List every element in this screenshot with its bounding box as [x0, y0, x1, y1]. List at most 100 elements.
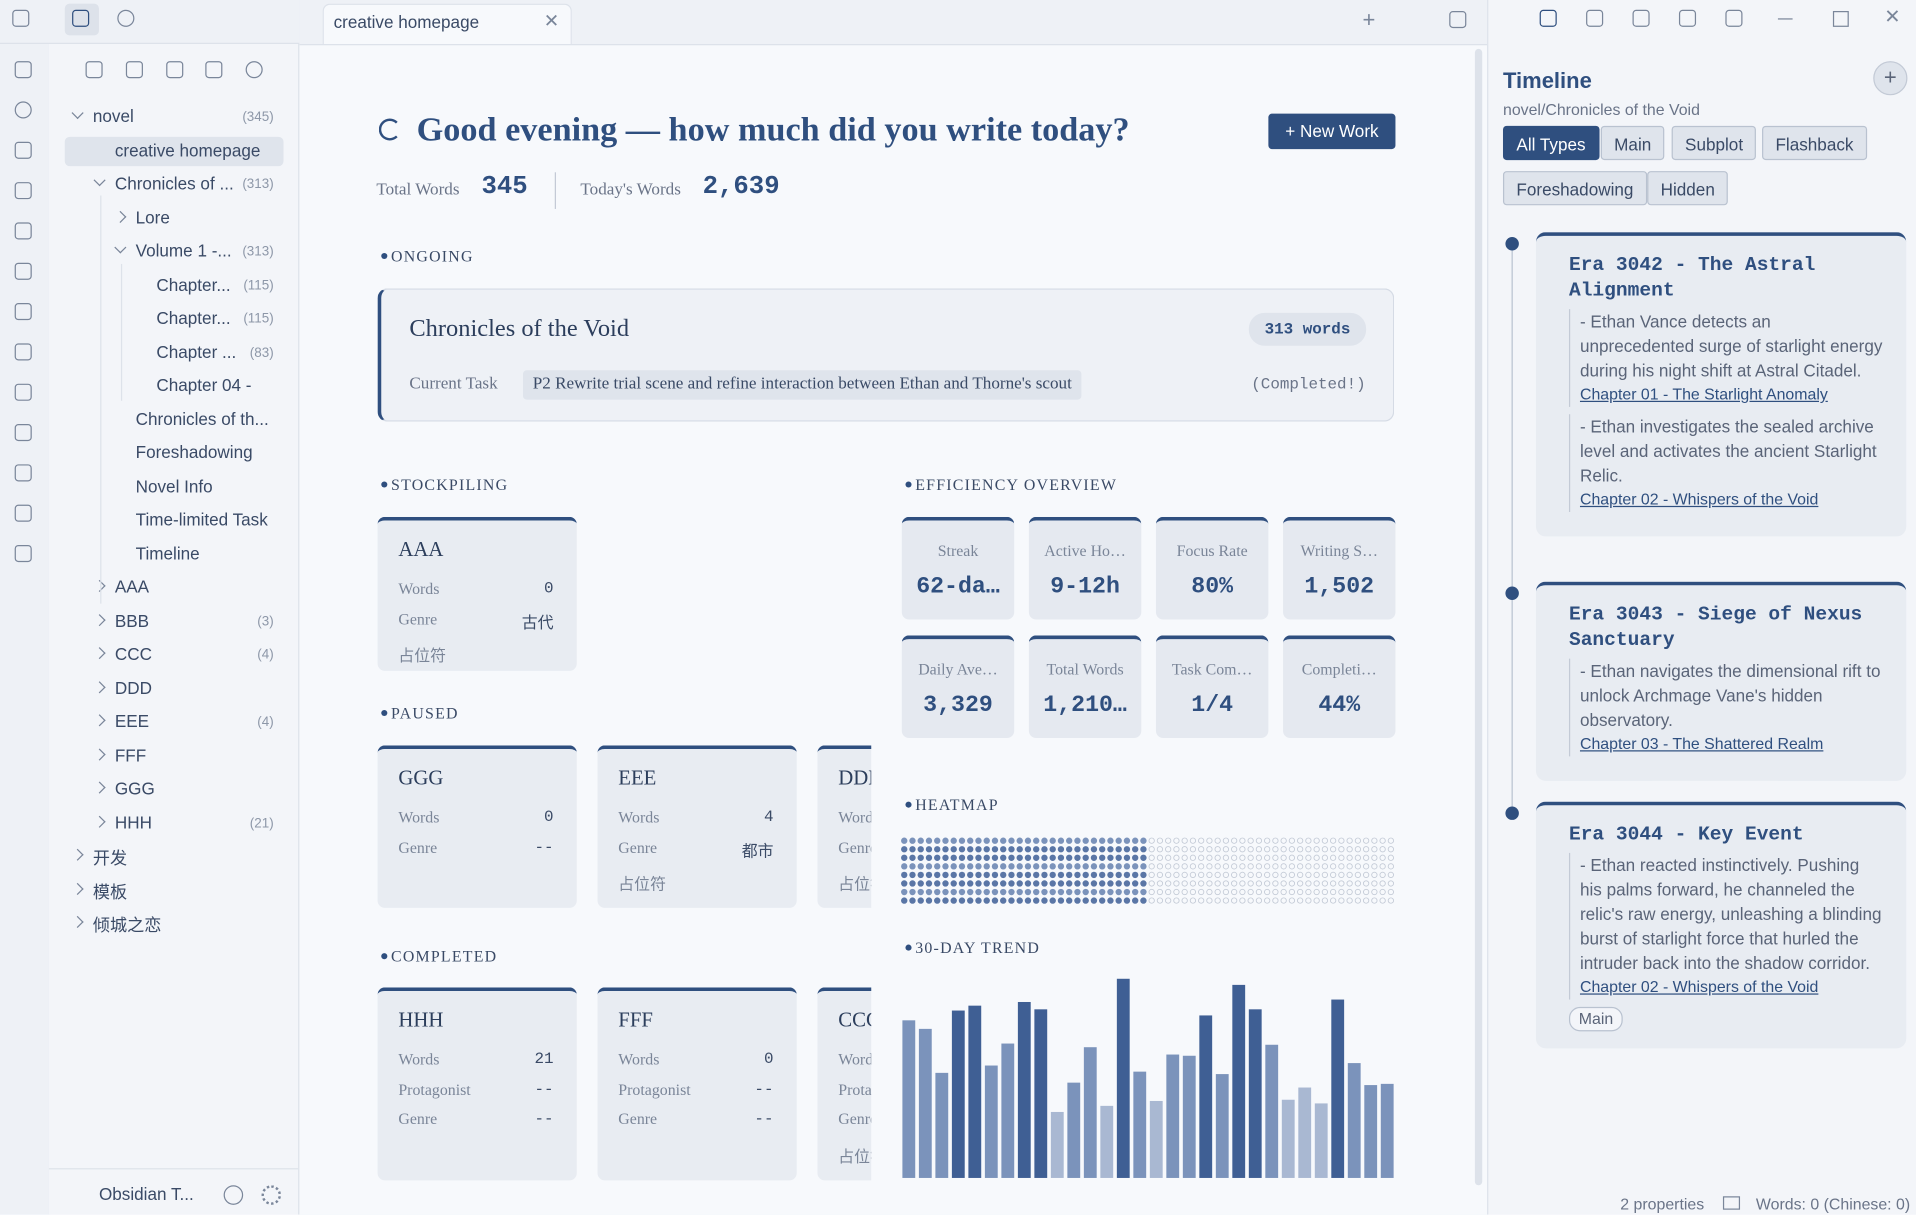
tree-item[interactable]: DDD [114, 677, 152, 698]
tree-item[interactable]: Foreshadowing [135, 442, 253, 462]
tree-item[interactable]: 倾城之恋 [92, 915, 162, 935]
filter-button[interactable]: All Types [1502, 125, 1599, 161]
heatmap-cell [1214, 888, 1221, 896]
new-work-button[interactable]: + New Work [1268, 113, 1396, 150]
folder-icon [72, 9, 90, 27]
library-icon[interactable] [1725, 9, 1743, 27]
tree-item[interactable]: 开发 [92, 848, 128, 868]
search-icon[interactable] [117, 9, 135, 27]
ribbon-icon[interactable] [14, 424, 32, 442]
archive-icon[interactable] [1678, 9, 1697, 27]
ribbon-icon[interactable] [14, 101, 32, 119]
minimize[interactable] [1777, 18, 1793, 20]
work-card[interactable]: FFF Words 0 Protagonist -- Genre -- [597, 987, 797, 1181]
tree-item[interactable]: Chapter 04 - [156, 375, 252, 395]
ribbon-icon[interactable] [14, 464, 32, 482]
chapter-link[interactable]: Chapter 01 - The Starlight Anomaly [1579, 384, 1828, 404]
tree-item[interactable]: creative homepage [114, 139, 261, 160]
tree-item[interactable]: GGG [114, 778, 155, 798]
stat-label: Writing S… [1300, 541, 1378, 560]
timeline-tab-icon[interactable] [1539, 9, 1557, 27]
sort-icon[interactable] [166, 61, 184, 79]
filter-button[interactable]: Hidden [1647, 171, 1729, 206]
ribbon-icon[interactable] [14, 343, 32, 361]
ribbon-icon[interactable] [14, 61, 32, 79]
chapter-link[interactable]: Chapter 03 - The Shattered Realm [1579, 734, 1824, 753]
heatmap-cell [917, 846, 924, 853]
tree-item[interactable]: 模板 [92, 881, 128, 902]
event-card[interactable]: Era 3042 - The Astral Alignment - Ethan V… [1535, 232, 1907, 537]
ribbon-icon[interactable] [14, 544, 32, 563]
ribbon-icon[interactable] [14, 141, 32, 159]
chapter-link[interactable]: Chapter 02 - Whispers of the Void [1579, 489, 1819, 509]
add-event[interactable]: + [1873, 61, 1908, 96]
event-card[interactable]: Era 3043 - Siege of Nexus Sanctuary - Eth… [1535, 581, 1907, 781]
chapter-link[interactable]: Chapter 02 - Whispers of the Void [1579, 977, 1819, 996]
tab-close[interactable]: ✕ [543, 10, 560, 32]
settings-icon[interactable] [261, 1185, 282, 1205]
tree-item[interactable]: FFF [114, 744, 147, 765]
heatmap-cell [975, 863, 982, 870]
filter-button[interactable]: Flashback [1762, 125, 1867, 161]
event-card[interactable]: Era 3044 - Key Event - Ethan reacted inst… [1535, 801, 1907, 1049]
work-card[interactable]: DDD Words Genre 占位符 [817, 745, 872, 908]
heatmap-cell [1173, 871, 1180, 879]
heatmap-cell [1239, 880, 1246, 887]
tree-item[interactable]: Volume 1 -... [135, 240, 232, 261]
work-card[interactable]: AAA Words 0 Genre 古代 占位符 [377, 516, 577, 671]
work-card[interactable]: EEE Words 4 Genre 都市 占位符 [597, 745, 797, 908]
right-sidebar-toggle[interactable] [1449, 10, 1467, 29]
new-tab[interactable]: + [1362, 7, 1376, 32]
tree-item[interactable]: AAA [114, 576, 150, 597]
tree-item[interactable]: novel [92, 106, 134, 126]
close-icon[interactable] [245, 61, 263, 79]
tree-item[interactable]: Novel Info [135, 475, 213, 496]
outline-icon[interactable] [1632, 9, 1650, 27]
tree-item[interactable]: Chapter... [156, 274, 231, 294]
heatmap-cell [1165, 871, 1172, 879]
tree-item[interactable]: Timeline [135, 543, 200, 563]
work-card[interactable]: GGG Words 0 Genre -- [377, 745, 577, 908]
tree-item[interactable]: BBB [114, 610, 150, 630]
ribbon-icon[interactable] [14, 303, 32, 321]
trend-bar [1347, 1063, 1361, 1178]
new-note-icon[interactable] [85, 61, 103, 79]
ribbon-icon[interactable] [14, 182, 32, 200]
maximize[interactable] [1832, 10, 1849, 27]
tree-item[interactable]: Chapter... [156, 307, 231, 328]
help-icon[interactable] [223, 1185, 244, 1205]
work-card[interactable]: CCC Words Protagonist Genre 占位符 [817, 987, 872, 1181]
ribbon-icon[interactable] [14, 262, 32, 280]
heatmap-cell [917, 880, 924, 887]
close-window[interactable]: ✕ [1884, 7, 1901, 29]
trend-bar [1215, 1074, 1229, 1178]
tree-item[interactable]: Chapter ... [156, 341, 237, 362]
filter-button[interactable]: Foreshadowing [1502, 171, 1647, 206]
heatmap-cell [983, 871, 990, 879]
tree-item[interactable]: Chronicles of th... [135, 408, 269, 429]
bookmark-icon[interactable] [1586, 9, 1604, 27]
filter-button[interactable]: Subplot [1671, 125, 1757, 161]
heatmap-cell [1255, 863, 1263, 870]
tree-item[interactable]: Lore [135, 207, 170, 227]
sidebar-toggle[interactable] [12, 9, 30, 27]
files-button[interactable] [64, 3, 99, 36]
work-card[interactable]: HHH Words 21 Protagonist -- Genre -- [377, 987, 577, 1181]
ribbon-icon[interactable] [14, 504, 32, 522]
heatmap-cell [1346, 880, 1353, 887]
tree-item[interactable]: HHH [114, 811, 152, 832]
tab[interactable] [322, 3, 572, 44]
field-value: 0 [763, 1049, 774, 1068]
heatmap-cell [983, 837, 990, 844]
tree-item[interactable]: Time-limited Task [135, 509, 268, 530]
tree-item[interactable]: EEE [114, 711, 150, 731]
tree-item[interactable]: Chronicles of ... [114, 173, 234, 194]
ribbon-icon[interactable] [14, 383, 32, 401]
trend-bar [935, 1072, 949, 1178]
tree-item[interactable]: CCC [114, 643, 152, 664]
new-folder-icon[interactable] [125, 61, 143, 79]
collapse-icon[interactable] [205, 61, 223, 79]
ribbon-icon[interactable] [14, 222, 32, 240]
filter-button[interactable]: Main [1600, 125, 1665, 161]
vault-name[interactable]: Obsidian T... [98, 1184, 194, 1204]
